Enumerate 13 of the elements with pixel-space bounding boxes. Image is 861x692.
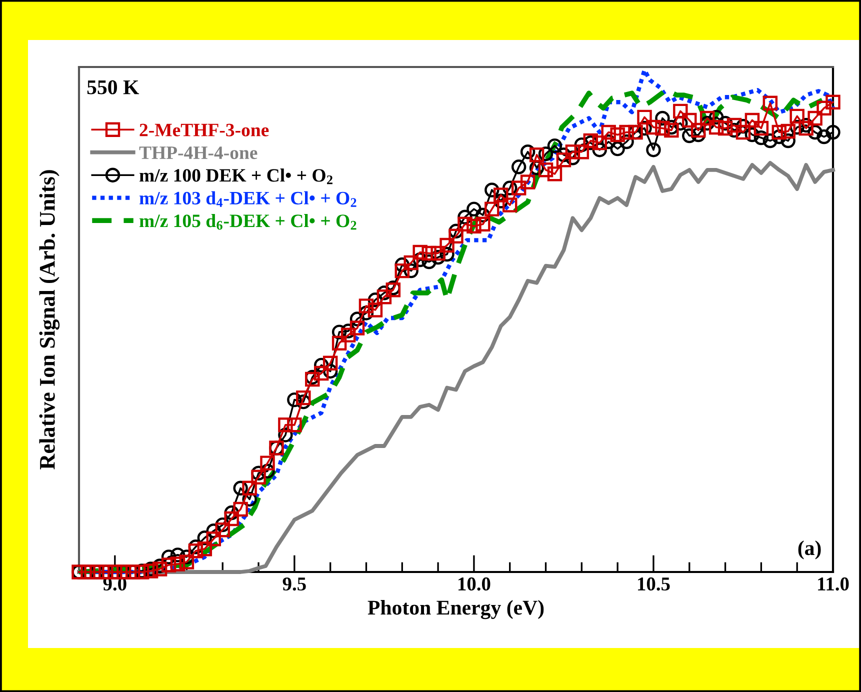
legend-label: m/z 105 d$_{6}$-DEK + Cl• + O$_{2}$: [140, 214, 356, 230]
y-axis-title: Relative Ion Signal (Arb. Units): [39, 170, 60, 470]
x-tick-label: 9.5: [282, 577, 306, 591]
annotation: 550 K: [87, 80, 140, 94]
x-tick-label: 11.0: [818, 577, 849, 591]
annotation: (a): [798, 540, 821, 560]
legend-label: THP-4H-4-one: [139, 146, 258, 160]
x-tick-label: 10.0: [458, 577, 490, 591]
x-axis-title: Photon Energy (eV): [368, 600, 544, 620]
x-tick-label: 10.5: [638, 577, 670, 591]
legend-label: 2-MeTHF-3-one: [140, 124, 269, 136]
legend-label: m/z 103 d$_{4}$-DEK + Cl• + O$_{2}$: [140, 191, 356, 207]
legend-label: m/z 100 DEK + Cl• + O$_{2}$: [140, 168, 332, 184]
